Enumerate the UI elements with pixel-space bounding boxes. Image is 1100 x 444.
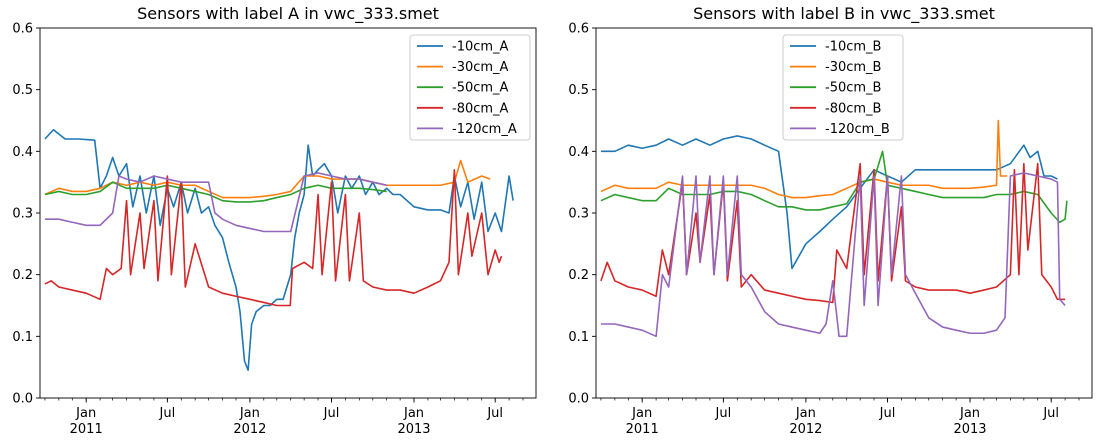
- y-tick-label: 0.5: [568, 83, 589, 98]
- series-group: [600, 119, 1068, 338]
- x-tick-label: Jul: [486, 406, 503, 421]
- x-tick-sublabel: 2012: [233, 422, 266, 437]
- chart-panel-0: Sensors with label A in vwc_333.smet 0.0 0…: [12, 4, 537, 437]
- legend-label: -80cm_A: [452, 101, 509, 116]
- x-tick-sublabel: 2012: [789, 422, 822, 437]
- legend-label: -120cm_B: [825, 122, 890, 137]
- series-line--10cm_B: [600, 135, 1058, 270]
- y-tick-label: 0.1: [568, 330, 589, 345]
- x-tick-label: Jan: [795, 406, 816, 421]
- chart-title: Sensors with label A in vwc_333.smet: [137, 4, 439, 24]
- series-line--120cm_A: [44, 172, 387, 233]
- series-line--30cm_A: [44, 159, 491, 199]
- x-tick-label: Jul: [1042, 406, 1059, 421]
- y-tick-label: 0.3: [568, 207, 589, 222]
- x-tick-label: Jul: [323, 406, 340, 421]
- y-tick-label: 0.2: [12, 268, 33, 283]
- x-tick-label: Jul: [879, 406, 896, 421]
- legend: -10cm_A -30cm_A -50cm_A -80cm_A -120cm_A: [409, 34, 531, 141]
- y-tick-label: 0.4: [12, 145, 33, 160]
- x-tick-label: Jul: [159, 406, 176, 421]
- series-group: [44, 128, 514, 372]
- y-tick-label: 0.3: [12, 207, 33, 222]
- legend-label: -30cm_B: [825, 60, 881, 75]
- x-tick-label: Jan: [75, 406, 96, 421]
- series-line--10cm_A: [44, 128, 514, 372]
- legend-label: -30cm_A: [452, 60, 509, 75]
- legend-label: -120cm_A: [452, 122, 517, 137]
- y-tick-label: 0.5: [12, 83, 33, 98]
- chart-title: Sensors with label B in vwc_333.smet: [693, 4, 995, 24]
- y-tick-label: 0.4: [568, 145, 589, 160]
- y-tick-label: 0.6: [12, 22, 33, 37]
- series-line--80cm_A: [44, 169, 503, 307]
- y-tick-label: 0.1: [12, 330, 33, 345]
- series-line--50cm_A: [44, 181, 387, 203]
- series-line--120cm_B: [600, 172, 1066, 338]
- x-tick-label: Jan: [959, 406, 980, 421]
- legend-label: -10cm_A: [452, 40, 509, 55]
- legend-label: -80cm_B: [825, 101, 881, 116]
- x-tick-label: Jan: [403, 406, 424, 421]
- legend: -10cm_B -30cm_B -50cm_B -80cm_B -120cm_B: [782, 34, 904, 141]
- legend-label: -10cm_B: [825, 40, 881, 55]
- y-tick-label: 0.0: [12, 392, 33, 407]
- x-tick-sublabel: 2011: [626, 422, 659, 437]
- x-tick-label: Jul: [715, 406, 732, 421]
- legend-label: -50cm_A: [452, 81, 509, 96]
- legend-label: -50cm_B: [825, 81, 881, 96]
- y-tick-label: 0.6: [568, 22, 589, 37]
- x-tick-sublabel: 2013: [953, 422, 986, 437]
- x-tick-label: Jan: [631, 406, 652, 421]
- chart-panel-1: Sensors with label B in vwc_333.smet 0.0 0…: [568, 4, 1093, 437]
- legend-box: [782, 34, 904, 141]
- series-line--30cm_B: [600, 119, 1008, 199]
- x-tick-sublabel: 2011: [70, 422, 103, 437]
- x-tick-label: Jan: [239, 406, 260, 421]
- y-tick-label: 0.0: [568, 392, 589, 407]
- series-line--50cm_B: [600, 150, 1068, 224]
- y-tick-label: 0.2: [568, 268, 589, 283]
- x-tick-sublabel: 2013: [397, 422, 430, 437]
- legend-box: [409, 34, 531, 141]
